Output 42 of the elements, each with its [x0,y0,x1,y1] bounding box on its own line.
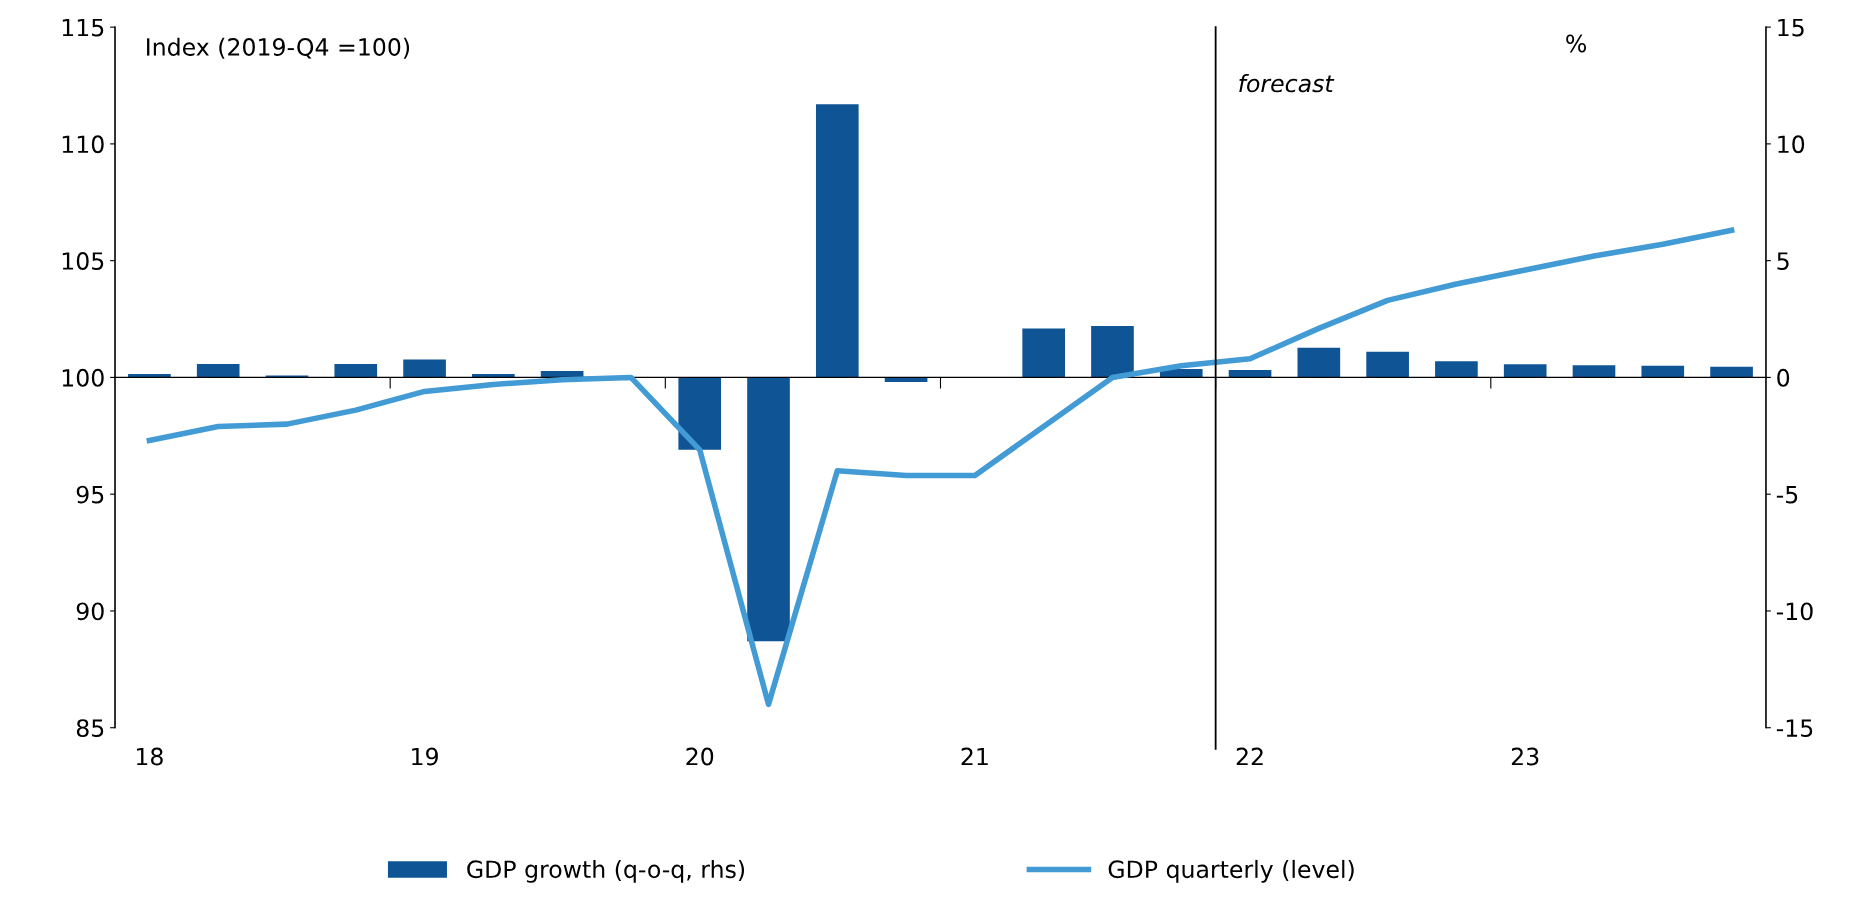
bar [678,377,722,450]
legend-label: GDP growth (q-o-q, rhs) [467,859,745,883]
y2-tick-label: 15 [1778,18,1804,37]
ref-line-label: forecast [1239,74,1335,93]
y2-tick-label: -5 [1776,485,1798,504]
y-tick-label: 85 [76,719,104,738]
bar [403,359,446,378]
x-tick-label: 18 [136,747,163,766]
y-tick-label: 100 [62,368,104,387]
bar [1228,369,1272,378]
bar [540,371,584,378]
x-tick-label: 19 [412,747,438,766]
bar [815,104,859,378]
y-axis-title: Index (2019-Q4 =100) [147,37,410,59]
bar [1366,351,1409,378]
y2-tick-label: -15 [1776,719,1813,738]
y-tick-label: 110 [62,135,104,154]
bar [334,364,378,378]
x-tick-label: 20 [686,747,714,766]
bar [1710,366,1753,378]
y-tick-label: 90 [76,602,104,621]
x-tick-label: 22 [1236,747,1263,766]
y-tick-label: 95 [76,485,104,504]
bar [747,377,790,642]
y-tick-label: 115 [62,18,104,37]
bar [1297,347,1341,378]
y2-tick-label: 10 [1778,135,1805,154]
y2-axis-title: % [1566,34,1587,53]
bar [1503,364,1547,378]
bar [1091,326,1134,378]
bar [196,364,240,378]
legend-label: GDP quarterly (level) [1108,859,1354,883]
x-tick-label: 21 [961,747,988,766]
bar [1572,365,1616,378]
bar [1435,361,1478,378]
y-tick-label: 105 [62,252,104,270]
bar [1022,328,1065,378]
y2-tick-label: 0 [1777,368,1790,387]
bar [1641,365,1685,378]
y2-tick-label: -10 [1776,602,1813,621]
x-tick-label: 23 [1511,747,1539,766]
y2-tick-label: 5 [1777,252,1789,270]
